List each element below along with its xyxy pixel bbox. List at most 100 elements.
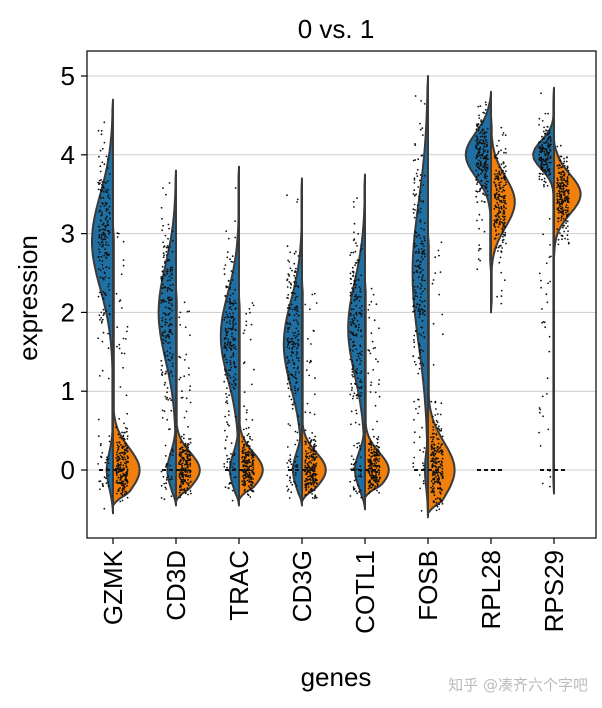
strip-point bbox=[419, 449, 421, 451]
strip-point bbox=[171, 448, 174, 451]
strip-point bbox=[171, 365, 174, 367]
strip-point bbox=[293, 281, 296, 284]
strip-point bbox=[482, 192, 485, 195]
strip-point bbox=[310, 440, 312, 443]
strip-point bbox=[289, 251, 291, 254]
strip-point bbox=[226, 402, 229, 405]
strip-point bbox=[499, 218, 502, 221]
strip-point bbox=[566, 225, 569, 228]
strip-point bbox=[476, 142, 479, 145]
strip-point bbox=[189, 490, 192, 492]
strip-point bbox=[353, 392, 356, 395]
strip-point bbox=[228, 394, 231, 396]
strip-point bbox=[549, 244, 551, 246]
strip-point bbox=[359, 249, 362, 252]
strip-point bbox=[480, 168, 483, 171]
strip-point bbox=[498, 209, 500, 212]
strip-point bbox=[168, 428, 170, 431]
strip-point bbox=[503, 279, 506, 282]
strip-point bbox=[375, 481, 377, 483]
strip-point bbox=[538, 124, 540, 126]
strip-point bbox=[487, 158, 489, 161]
strip-point bbox=[165, 246, 168, 249]
strip-point bbox=[357, 329, 360, 332]
strip-point bbox=[117, 476, 120, 479]
strip-point bbox=[415, 269, 418, 272]
strip-point bbox=[230, 335, 233, 338]
strip-point bbox=[423, 239, 426, 242]
strip-point bbox=[226, 256, 229, 259]
strip-point bbox=[184, 492, 187, 495]
strip-point bbox=[566, 166, 569, 168]
strip-point bbox=[171, 375, 174, 377]
strip-point bbox=[423, 249, 426, 252]
strip-point bbox=[354, 250, 357, 253]
y-tick-label: 5 bbox=[61, 61, 75, 91]
strip-point bbox=[432, 279, 435, 281]
strip-point bbox=[502, 186, 504, 189]
strip-point bbox=[181, 464, 184, 467]
strip-point bbox=[557, 184, 559, 187]
strip-point bbox=[294, 460, 297, 463]
strip-point bbox=[413, 177, 416, 180]
strip-point bbox=[101, 482, 104, 485]
strip-point bbox=[296, 367, 299, 370]
strip-point bbox=[118, 417, 121, 420]
strip-point bbox=[367, 487, 370, 490]
strip-point bbox=[356, 442, 358, 445]
strip-point bbox=[355, 312, 357, 315]
strip-point bbox=[229, 258, 231, 261]
strip-point bbox=[355, 348, 358, 351]
strip-point bbox=[356, 245, 358, 247]
strip-point bbox=[161, 270, 164, 272]
strip-point bbox=[189, 476, 192, 478]
strip-point bbox=[355, 293, 357, 296]
strip-point bbox=[168, 296, 171, 299]
strip-point bbox=[108, 205, 111, 208]
strip-point bbox=[368, 492, 370, 495]
strip-point bbox=[361, 312, 363, 315]
strip-point bbox=[101, 224, 104, 226]
strip-point bbox=[250, 383, 253, 386]
strip-point bbox=[495, 246, 498, 249]
strip-point bbox=[378, 479, 380, 481]
strip-point bbox=[286, 366, 289, 369]
strip-point bbox=[543, 180, 546, 183]
strip-point bbox=[543, 177, 546, 180]
strip-point bbox=[107, 485, 110, 487]
strip-point bbox=[226, 377, 229, 380]
strip-point bbox=[234, 373, 237, 376]
strip-point bbox=[542, 233, 544, 236]
strip-point bbox=[360, 489, 362, 492]
strip-point bbox=[286, 286, 289, 288]
strip-point bbox=[181, 390, 183, 393]
strip-point bbox=[229, 286, 232, 289]
strip-point bbox=[171, 355, 173, 358]
strip-point bbox=[356, 259, 359, 261]
strip-point bbox=[353, 206, 355, 208]
strip-point bbox=[495, 221, 498, 224]
strip-point bbox=[435, 423, 438, 426]
strip-point bbox=[169, 347, 172, 350]
strip-point bbox=[108, 197, 111, 200]
strip-point bbox=[178, 491, 181, 494]
strip-point bbox=[165, 488, 168, 490]
strip-point bbox=[566, 167, 569, 170]
strip-point bbox=[480, 164, 482, 166]
strip-point bbox=[352, 251, 355, 254]
strip-point bbox=[354, 286, 357, 289]
strip-point bbox=[170, 475, 173, 478]
strip-point bbox=[179, 471, 182, 474]
strip-point bbox=[295, 465, 298, 468]
strip-point bbox=[357, 326, 360, 329]
strip-point bbox=[103, 232, 105, 235]
strip-point bbox=[542, 163, 545, 166]
strip-point bbox=[432, 478, 434, 481]
strip-point bbox=[498, 166, 501, 169]
strip-point bbox=[479, 162, 482, 164]
strip-point bbox=[310, 454, 313, 457]
strip-point bbox=[352, 308, 355, 311]
strip-point bbox=[439, 271, 442, 273]
strip-point bbox=[419, 287, 422, 290]
strip-point bbox=[550, 255, 552, 258]
